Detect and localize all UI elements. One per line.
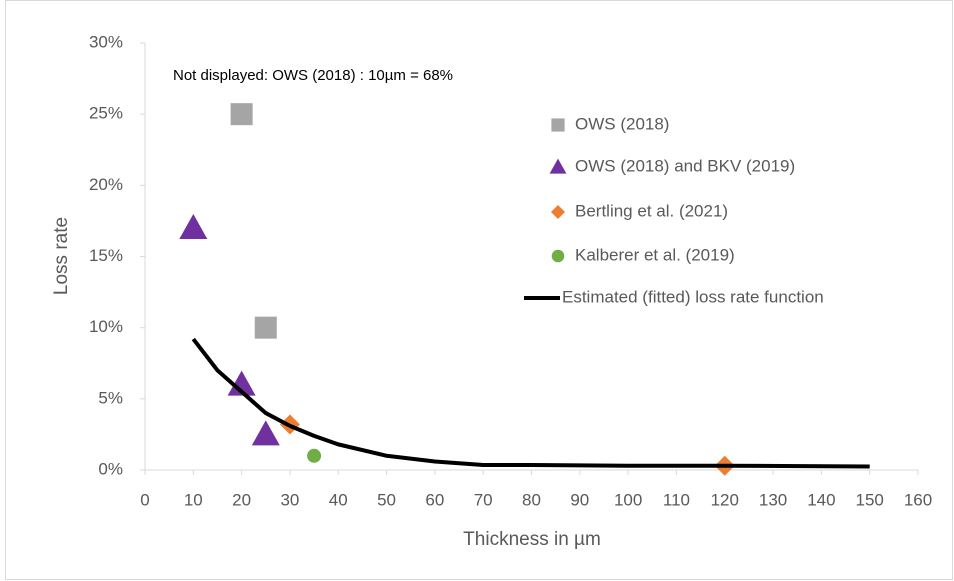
triangle-marker bbox=[227, 370, 256, 396]
x-tick-label: 160 bbox=[904, 490, 932, 509]
legend-swatch bbox=[549, 158, 567, 174]
legend-swatch bbox=[551, 118, 565, 132]
x-tick-label: 140 bbox=[807, 490, 835, 509]
square-marker bbox=[254, 316, 277, 339]
x-tick-label: 30 bbox=[280, 490, 299, 509]
chart-border bbox=[5, 0, 953, 580]
legend-swatch bbox=[551, 205, 565, 219]
x-tick-label: 20 bbox=[232, 490, 251, 509]
legend-swatch bbox=[551, 249, 565, 263]
y-tick-label: 0% bbox=[98, 459, 123, 478]
x-axis-label: Thickness in µm bbox=[463, 529, 601, 550]
legend-label: Kalberer et al. (2019) bbox=[575, 245, 735, 264]
annotation: Not displayed: OWS (2018) : 10µm = 68% bbox=[173, 67, 453, 84]
x-tick-label: 10 bbox=[184, 490, 203, 509]
y-tick-label: 5% bbox=[98, 388, 123, 407]
legend-label: OWS (2018) and BKV (2019) bbox=[575, 156, 795, 175]
x-tick-label: 50 bbox=[377, 490, 396, 509]
legend-label: OWS (2018) bbox=[575, 114, 669, 133]
fit-line bbox=[191, 337, 870, 469]
y-tick-label: 25% bbox=[89, 104, 123, 123]
square-marker bbox=[230, 103, 253, 126]
x-tick-label: 70 bbox=[474, 490, 493, 509]
x-tick-label: 80 bbox=[522, 490, 541, 509]
x-tick-label: 100 bbox=[614, 490, 642, 509]
x-tick-label: 120 bbox=[711, 490, 739, 509]
y-tick-label: 10% bbox=[89, 317, 123, 336]
triangle-marker bbox=[179, 214, 208, 240]
x-tick-label: 130 bbox=[759, 490, 787, 509]
x-tick-label: 150 bbox=[856, 490, 884, 509]
circle-marker bbox=[307, 448, 322, 463]
x-tick-label: 40 bbox=[329, 490, 348, 509]
x-tick-label: 110 bbox=[663, 490, 690, 509]
y-tick-label: 30% bbox=[89, 32, 123, 51]
x-tick-label: 90 bbox=[570, 490, 589, 509]
x-tick-label: 0 bbox=[140, 490, 149, 509]
y-tick-label: 15% bbox=[89, 246, 123, 265]
triangle-marker bbox=[251, 420, 280, 446]
y-tick-label: 20% bbox=[89, 175, 123, 194]
x-tick-label: 60 bbox=[425, 490, 444, 509]
legend-label: Estimated (fitted) loss rate function bbox=[562, 287, 824, 306]
legend-label: Bertling et al. (2021) bbox=[575, 201, 728, 220]
y-axis-label: Loss rate bbox=[51, 217, 72, 295]
